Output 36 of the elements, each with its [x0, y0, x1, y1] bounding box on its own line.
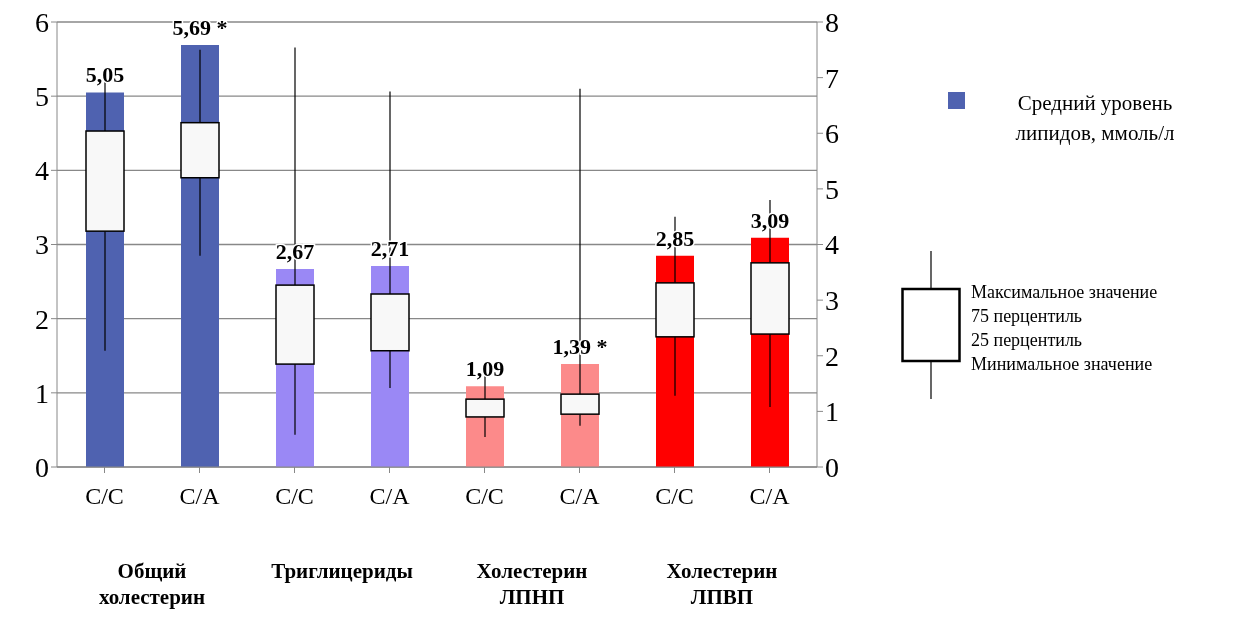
text: Холестерин ЛПВП: [665, 558, 779, 610]
text: 75 перцентиль: [971, 305, 1084, 328]
y2-tick-label: 7: [825, 62, 839, 94]
text: Общий холестерин: [97, 558, 207, 610]
text: Максимальное значение: [971, 281, 1158, 304]
x-tick-label: С/С: [465, 483, 504, 510]
text: 25 перцентиль: [971, 329, 1084, 352]
y2-tick-label: 6: [825, 118, 839, 150]
y2-tick-label: 3: [825, 285, 839, 317]
y-tick-label: 6: [35, 6, 49, 38]
text: Средний уровень липидов, ммоль/л: [1014, 90, 1176, 147]
y-tick-label: 2: [35, 303, 49, 335]
data-label: 5,69 *: [172, 14, 228, 40]
x-tick-label: С/С: [655, 483, 694, 510]
y-tick-label: 5: [35, 81, 49, 113]
x-tick-label: С/С: [275, 483, 314, 510]
y2-tick-label: 1: [825, 396, 839, 428]
y2-tick-label: 8: [825, 6, 839, 38]
y-tick-label: 1: [35, 377, 49, 409]
y-tick-label: 0: [35, 451, 49, 483]
y2-tick-label: 0: [825, 451, 839, 483]
x-tick-label: С/А: [179, 483, 221, 510]
x-tick-label: С/С: [85, 483, 124, 510]
y2-tick-label: 5: [825, 173, 839, 205]
y-tick-label: 3: [35, 229, 49, 261]
y2-tick-label: 4: [825, 229, 839, 261]
y2-tick-label: 2: [825, 340, 839, 372]
text: Минимальное значение: [971, 353, 1154, 376]
data-label: 5,05: [85, 62, 125, 88]
data-label: 1,09: [465, 356, 505, 382]
x-tick-label: С/А: [749, 483, 791, 510]
text: Холестерин ЛПНП: [475, 558, 589, 610]
x-tick-label: С/А: [559, 483, 601, 510]
y-tick-label: 4: [35, 155, 49, 187]
text: Триглицериды: [270, 558, 414, 584]
x-tick-label: С/А: [369, 483, 411, 510]
